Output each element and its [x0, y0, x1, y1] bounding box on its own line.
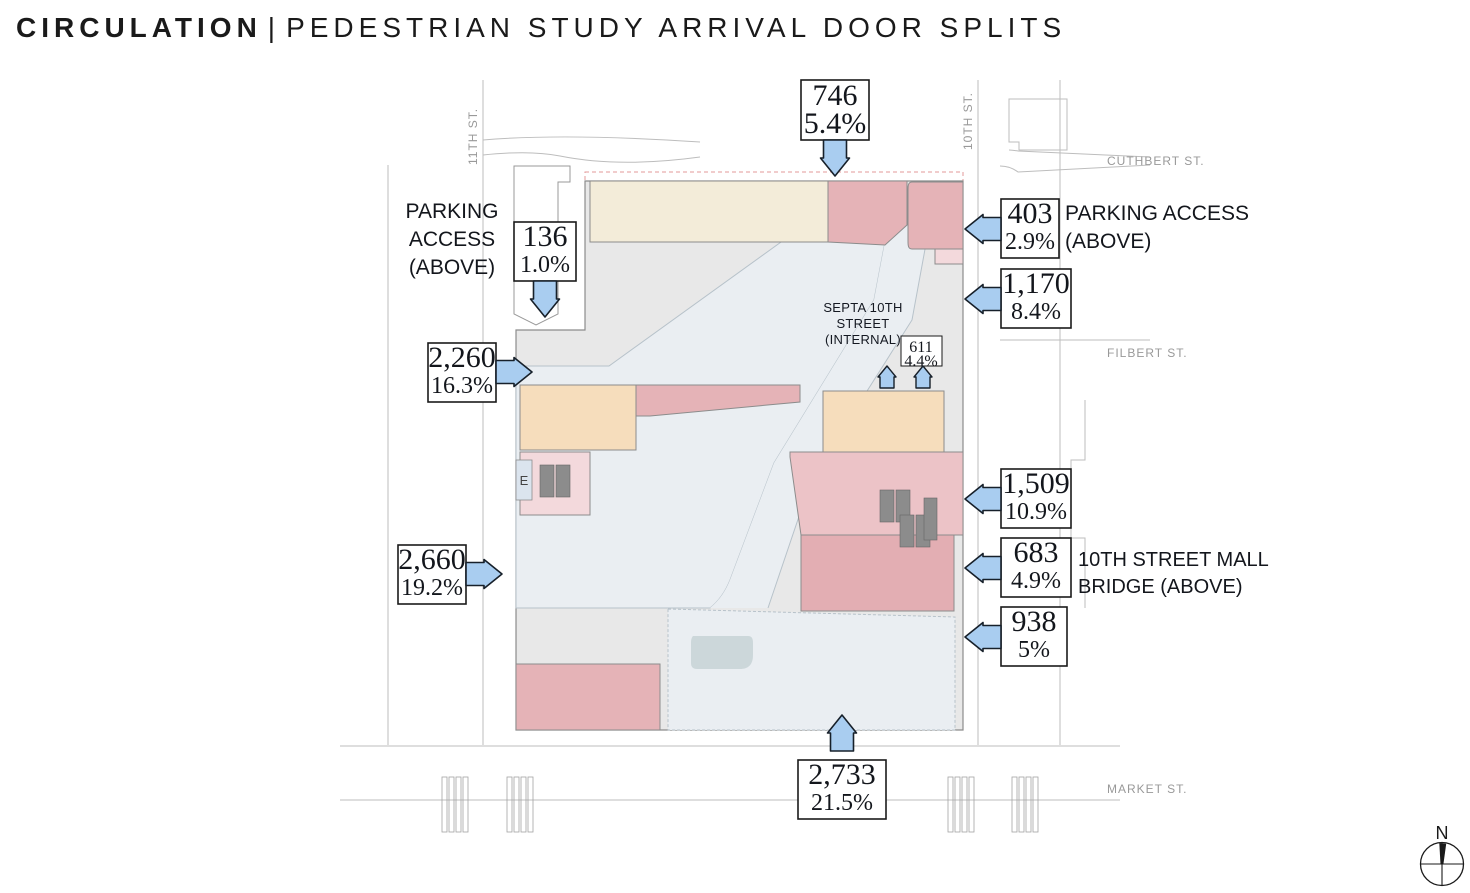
svg-text:136: 136: [523, 220, 568, 253]
svg-text:11TH ST.: 11TH ST.: [466, 108, 480, 165]
svg-text:403: 403: [1008, 197, 1053, 230]
svg-text:10TH ST.: 10TH ST.: [961, 92, 975, 150]
svg-text:ACCESS: ACCESS: [409, 228, 495, 251]
svg-text:(ABOVE): (ABOVE): [409, 256, 495, 279]
svg-text:1.0%: 1.0%: [520, 252, 570, 278]
svg-text:SEPTA 10TH: SEPTA 10TH: [823, 300, 902, 315]
svg-text:938: 938: [1012, 605, 1057, 638]
svg-text:PARKING ACCESS: PARKING ACCESS: [1065, 202, 1249, 225]
svg-text:19.2%: 19.2%: [401, 575, 463, 601]
svg-text:BRIDGE (ABOVE): BRIDGE (ABOVE): [1078, 576, 1242, 598]
svg-text:1,509: 1,509: [1002, 467, 1070, 500]
svg-text:21.5%: 21.5%: [811, 790, 873, 816]
svg-text:10TH STREET MALL: 10TH STREET MALL: [1078, 549, 1269, 571]
svg-text:FILBERT ST.: FILBERT ST.: [1107, 346, 1188, 360]
svg-text:2,660: 2,660: [398, 543, 466, 576]
svg-text:(INTERNAL): (INTERNAL): [825, 332, 901, 347]
svg-text:(ABOVE): (ABOVE): [1065, 230, 1151, 253]
svg-text:MARKET ST.: MARKET ST.: [1107, 782, 1187, 796]
svg-text:16.3%: 16.3%: [431, 373, 493, 399]
svg-text:5%: 5%: [1018, 637, 1050, 663]
svg-text:STREET: STREET: [836, 316, 889, 331]
svg-text:8.4%: 8.4%: [1011, 299, 1061, 325]
svg-text:4.9%: 4.9%: [1011, 568, 1061, 594]
svg-text:5.4%: 5.4%: [804, 107, 867, 140]
svg-text:E: E: [520, 473, 529, 488]
svg-text:N: N: [1436, 823, 1449, 843]
svg-text:10.9%: 10.9%: [1005, 499, 1067, 525]
svg-text:PARKING: PARKING: [406, 200, 499, 223]
svg-text:1,170: 1,170: [1002, 267, 1070, 300]
svg-text:2,733: 2,733: [808, 758, 876, 791]
svg-text:2,260: 2,260: [428, 341, 496, 374]
svg-text:CUTHBERT ST.: CUTHBERT ST.: [1107, 154, 1205, 168]
svg-text:2.9%: 2.9%: [1005, 229, 1055, 255]
svg-text:683: 683: [1014, 536, 1059, 569]
